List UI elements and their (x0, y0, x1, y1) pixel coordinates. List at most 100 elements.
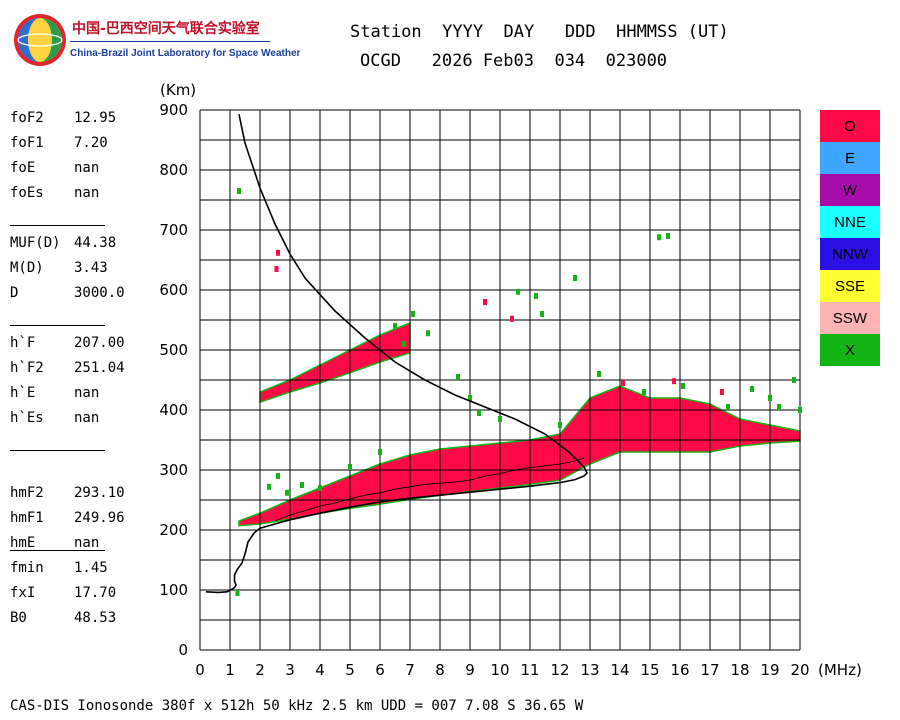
logo-divider (70, 41, 270, 42)
param-value: 48.53 (74, 610, 117, 626)
echo-point-x (792, 377, 796, 383)
echo-point-x (777, 404, 781, 410)
x-tick-label: 12 (550, 661, 569, 679)
param-name: foEs (10, 185, 44, 201)
x-tick-label: 19 (760, 661, 779, 679)
echo-point-o (621, 380, 625, 386)
param-separator (10, 325, 105, 326)
param-value: 207.00 (74, 335, 125, 351)
echo-point-o (483, 299, 487, 305)
param-name: D (10, 285, 19, 301)
param-name: hmF1 (10, 510, 44, 526)
param-name: MUF(D) (10, 235, 61, 251)
x-tick-label: 5 (345, 661, 355, 679)
param-value: nan (74, 385, 100, 401)
echo-point-x (540, 311, 544, 317)
header-values: OCGD 2026 Feb03 034 023000 (360, 51, 668, 71)
param-value: 3.43 (74, 260, 108, 276)
y-tick-label: 400 (159, 401, 188, 419)
echo-point-x (318, 485, 322, 491)
echo-point-x (681, 383, 685, 389)
chart-grid (199, 109, 801, 651)
multi-hop-echo-band (259, 321, 411, 404)
legend-item-w: W (820, 174, 880, 206)
x-tick-label: 16 (670, 661, 689, 679)
param-name: h`F (10, 335, 36, 351)
echo-point-x (573, 275, 577, 281)
y-tick-label: 0 (178, 641, 188, 659)
echo-point-x (276, 473, 280, 479)
echo-point-x (468, 395, 472, 401)
y-tick-label: 100 (159, 581, 188, 599)
echo-point-o (672, 378, 676, 385)
echo-point-x (235, 590, 240, 596)
param-value: nan (74, 160, 100, 176)
echo-point-x (393, 323, 397, 329)
x-tick-label: 14 (610, 661, 629, 679)
param-value: 12.95 (74, 110, 117, 126)
echo-point-x (411, 311, 415, 317)
echo-bands (238, 321, 801, 527)
x-tick-label: 8 (435, 661, 445, 679)
echo-point-x (267, 483, 271, 490)
echo-point-x (300, 482, 304, 488)
echo-point-x (285, 489, 289, 496)
echo-point-x (237, 188, 241, 194)
instrument-footer: CAS-DIS Ionosonde 380f x 512h 50 kHz 2.5… (10, 698, 584, 714)
echo-point-x (402, 341, 406, 347)
x-tick-label: 13 (580, 661, 599, 679)
param-name: B0 (10, 610, 27, 626)
logo-title-en: China-Brazil Joint Laboratory for Space … (70, 48, 301, 59)
echo-point-x (516, 288, 520, 295)
legend-item-nne: NNE (820, 206, 880, 238)
y-tick-label: 600 (159, 281, 188, 299)
param-name: h`Es (10, 410, 44, 426)
param-value: 44.38 (74, 235, 117, 251)
x-tick-label: 2 (255, 661, 265, 679)
echo-point-x (726, 404, 730, 410)
header-labels: Station YYYY DAY DDD HHMMSS (UT) (350, 22, 729, 42)
param-name: foE (10, 160, 36, 176)
param-value: 251.04 (74, 360, 125, 376)
param-value: 7.20 (74, 135, 108, 151)
param-separator (10, 550, 105, 551)
y-tick-label: 700 (159, 221, 188, 239)
profile-curves (205, 114, 588, 594)
logo-title-cn: 中国-巴西空间天气联合实验室 (72, 21, 260, 37)
param-name: hmF2 (10, 485, 44, 501)
param-name: hmE (10, 535, 36, 551)
param-value: nan (74, 535, 100, 551)
echo-point-x (348, 464, 352, 470)
x-tick-label: 4 (315, 661, 325, 679)
y-tick-label: 900 (159, 101, 188, 119)
f-layer-echo-band (238, 385, 801, 527)
param-value: 293.10 (74, 485, 125, 501)
param-name: fmin (10, 560, 44, 576)
echo-point-x (642, 389, 646, 395)
y-tick-label: 200 (159, 521, 188, 539)
globe-logo-icon (14, 14, 66, 66)
param-value: nan (74, 410, 100, 426)
x-tick-label: 11 (520, 661, 539, 679)
echo-point-x (798, 407, 802, 413)
echo-point-o (276, 249, 280, 256)
echo-point-x (378, 449, 382, 455)
x-tick-label: 20 (790, 661, 809, 679)
axis-ticks: 0 1 2 3 4 5 6 7 8 9 10 11 12 13 14 15 16 17 18 19 2001002003… (159, 101, 809, 679)
echo-point-x (597, 371, 601, 377)
y-tick-label: 800 (159, 161, 188, 179)
legend-item-sse: SSE (820, 270, 880, 302)
param-separator (10, 225, 105, 226)
echo-point-x (750, 386, 754, 392)
param-separator (10, 450, 105, 451)
echo-point-x (456, 374, 460, 380)
param-name: foF1 (10, 135, 44, 151)
param-value: 3000.0 (74, 285, 125, 301)
echo-point-x (534, 293, 538, 299)
echo-point-x (426, 330, 430, 337)
x-tick-label: 0 (195, 661, 205, 679)
echo-point-o (720, 389, 724, 395)
param-name: foF2 (10, 110, 44, 126)
echo-points (235, 188, 802, 596)
